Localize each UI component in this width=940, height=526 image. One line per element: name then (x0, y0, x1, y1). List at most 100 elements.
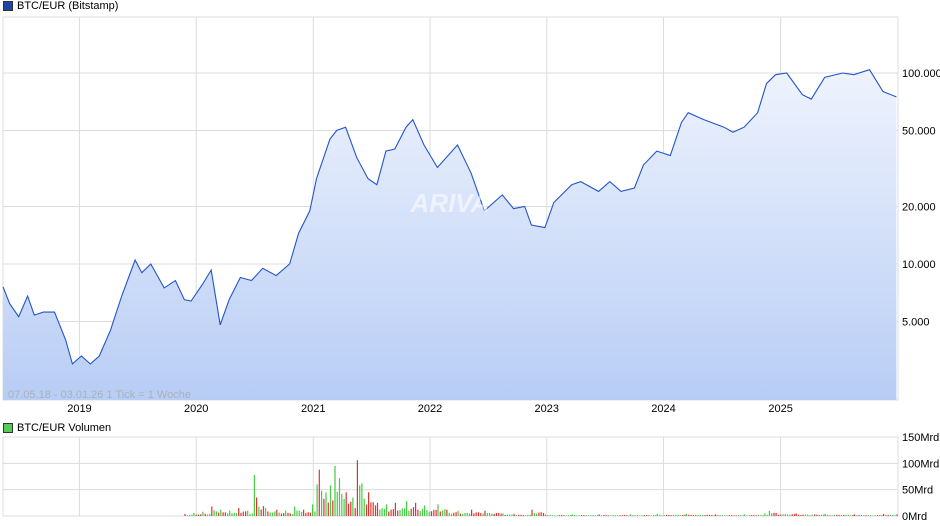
volume-bar (751, 515, 753, 516)
volume-bar (634, 515, 636, 516)
volume-bar (789, 514, 791, 516)
volume-bar (374, 505, 377, 516)
volume-bar (184, 513, 186, 516)
volume-bar (249, 513, 251, 516)
volume-bar (329, 485, 332, 516)
volume-bar (881, 515, 883, 516)
volume-bar (863, 515, 865, 516)
volume-bar (383, 508, 385, 516)
volume-bar (617, 515, 619, 516)
volume-bar (894, 515, 896, 516)
volume-bar (867, 515, 869, 516)
volume-bar (845, 514, 847, 516)
volume-bar (240, 512, 242, 516)
volume-bar (704, 515, 706, 516)
volume-bar (711, 515, 713, 516)
volume-bar (757, 515, 760, 516)
y-tick-label: 50.000 (902, 125, 936, 137)
y-tick-label: 100.000 (902, 68, 940, 80)
volume-bar (260, 509, 262, 516)
volume-bar (666, 514, 668, 516)
volume-bar (215, 511, 217, 516)
volume-bar (614, 515, 616, 516)
volume-bar (578, 515, 580, 516)
volume-bar (359, 485, 361, 516)
volume-bar (852, 514, 854, 516)
x-tick-label: 2019 (67, 403, 91, 415)
volume-bar (352, 497, 354, 516)
volume-bar (332, 500, 334, 516)
volume-bar (592, 515, 594, 516)
volume-bar (809, 515, 811, 516)
volume-bar (433, 509, 435, 516)
volume-bar (236, 513, 238, 516)
volume-bar (874, 515, 876, 516)
volume-bar (544, 514, 547, 516)
volume-bar (795, 513, 797, 516)
volume-bar (495, 512, 498, 516)
volume-bar (305, 512, 307, 516)
volume-bar (684, 514, 686, 516)
volume-bar (715, 514, 717, 516)
volume-bar (827, 514, 829, 516)
volume-bar (621, 515, 623, 516)
volume-bar (540, 512, 542, 516)
volume-bar (446, 509, 448, 516)
volume-bar (457, 510, 459, 516)
volume-bar (381, 508, 383, 516)
volume-bar (594, 515, 596, 516)
volume-bar (556, 515, 558, 516)
volume-bar (477, 512, 480, 516)
volume-bar (347, 503, 350, 516)
volume-bar (370, 502, 372, 516)
volume-y-tick-label: 0Mrd (902, 511, 927, 523)
volume-bar (466, 512, 468, 516)
price-legend-label: BTC/EUR (Bitstamp) (17, 0, 119, 12)
volume-bar (768, 510, 770, 516)
volume-bar (791, 514, 793, 516)
volume-bar (202, 511, 204, 516)
volume-legend: BTC/EUR Volumen (3, 422, 111, 434)
price-area-fill (3, 69, 897, 400)
volume-bar (702, 515, 704, 516)
volume-bar (372, 502, 374, 516)
volume-bar (475, 512, 477, 516)
x-tick-label: 2020 (184, 403, 208, 415)
volume-bar (222, 512, 224, 516)
volume-bar (643, 515, 645, 516)
volume-bar (619, 515, 621, 516)
volume-bar (444, 509, 446, 516)
volume-bar (829, 514, 831, 516)
volume-bar (439, 511, 441, 516)
volume-bar (721, 515, 724, 516)
volume-bar (688, 514, 690, 516)
volume-bar (554, 515, 556, 516)
volume-bar (323, 498, 325, 516)
volume-bar (831, 515, 833, 516)
y-tick-label: 20.000 (902, 202, 936, 214)
x-tick-label: 2023 (535, 403, 559, 415)
volume-bar (628, 515, 630, 516)
volume-bar (717, 515, 719, 516)
volume-bar (209, 513, 211, 516)
volume-bar (646, 515, 648, 516)
volume-bar (529, 514, 531, 516)
volume-bar (218, 512, 220, 516)
volume-bar (482, 513, 484, 516)
volume-bar (412, 507, 415, 516)
volume-bar (858, 515, 860, 516)
volume-bar (726, 515, 728, 516)
price-line (2, 69, 897, 365)
volume-bar (787, 514, 789, 516)
volume-bar (325, 492, 327, 516)
volume-bar (498, 512, 500, 516)
volume-bar (294, 506, 296, 516)
volume-y-tick-label: 100Mrd (902, 458, 939, 470)
volume-bar (448, 512, 450, 516)
volume-bar (603, 515, 605, 516)
volume-bar (695, 515, 697, 516)
volume-bar (518, 514, 520, 516)
volume-bar (455, 512, 457, 516)
volume-bar (780, 514, 782, 516)
volume-bar (777, 514, 779, 516)
